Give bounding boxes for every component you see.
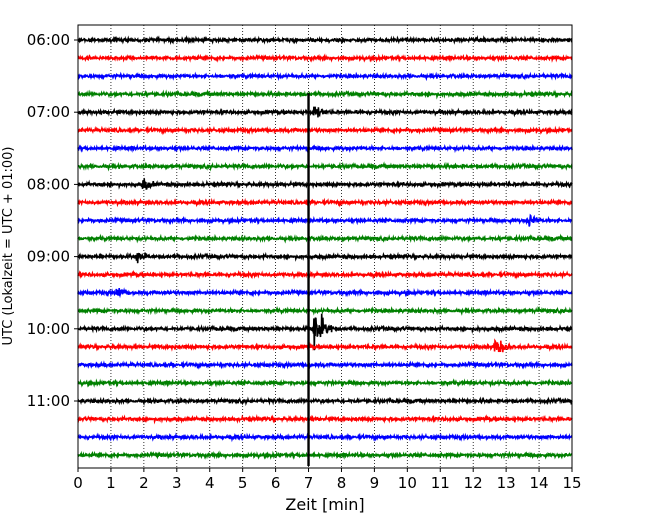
seismogram-trace xyxy=(77,197,573,208)
seismogram-trace xyxy=(77,106,573,118)
y-tick-label: 08:00 xyxy=(27,175,70,193)
seismogram-trace xyxy=(77,233,573,244)
x-tick-label: 1 xyxy=(106,474,116,492)
seismogram-trace xyxy=(77,53,573,63)
seismogram-trace xyxy=(77,251,573,264)
x-tick-label: 14 xyxy=(530,474,549,492)
seismogram-trace xyxy=(77,338,573,353)
x-axis-label: Zeit [min] xyxy=(285,495,364,514)
x-tick-label: 11 xyxy=(431,474,450,492)
x-tick-label: 7 xyxy=(304,474,314,492)
seismogram-trace xyxy=(77,450,573,460)
seismogram-trace xyxy=(77,213,573,227)
x-tick-label: 4 xyxy=(205,474,215,492)
x-tick-label: 6 xyxy=(271,474,281,492)
seismogram-trace xyxy=(77,161,573,172)
seismogram-trace xyxy=(77,71,573,82)
seismogram-trace xyxy=(77,378,573,388)
y-tick-label: 09:00 xyxy=(27,248,70,266)
seismogram-trace xyxy=(78,305,573,316)
seismogram-trace xyxy=(77,396,573,407)
x-tick-label: 0 xyxy=(73,474,83,492)
y-axis-ticks: 06:00 07:00 08:00 09:00 10:00 11:00 xyxy=(27,31,78,410)
seismogram-trace xyxy=(77,360,573,370)
seismogram-trace xyxy=(77,143,573,154)
y-tick-label: 10:00 xyxy=(27,320,70,338)
y-tick-label: 07:00 xyxy=(27,103,70,121)
seismogram-trace xyxy=(77,177,573,190)
seismogram-trace xyxy=(77,89,573,100)
x-tick-label: 15 xyxy=(562,474,581,492)
x-tick-label: 9 xyxy=(370,474,380,492)
x-tick-label: 2 xyxy=(139,474,149,492)
x-tick-label: 10 xyxy=(398,474,417,492)
x-tick-label: 5 xyxy=(238,474,248,492)
seismogram-trace xyxy=(77,34,573,46)
x-tick-label: 3 xyxy=(172,474,182,492)
x-tick-label: 8 xyxy=(337,474,347,492)
x-axis-ticks: 0 1 2 3 4 5 6 7 8 9 10 11 12 13 14 15 xyxy=(73,468,582,492)
seismogram-trace xyxy=(77,125,573,136)
seismogram-trace xyxy=(77,287,573,299)
seismogram-trace xyxy=(77,414,573,425)
seismogram-traces xyxy=(77,34,573,466)
x-tick-label: 13 xyxy=(497,474,516,492)
y-tick-label: 06:00 xyxy=(27,31,70,49)
seismogram-trace xyxy=(77,269,573,280)
x-tick-label: 12 xyxy=(464,474,483,492)
seismogram-trace xyxy=(77,313,573,351)
y-tick-label: 11:00 xyxy=(27,392,70,410)
seismogram-trace xyxy=(77,432,573,443)
plot-area-frame xyxy=(77,24,573,469)
y-axis-label: UTC (Lokalzeit = UTC + 01:00) xyxy=(1,147,16,346)
